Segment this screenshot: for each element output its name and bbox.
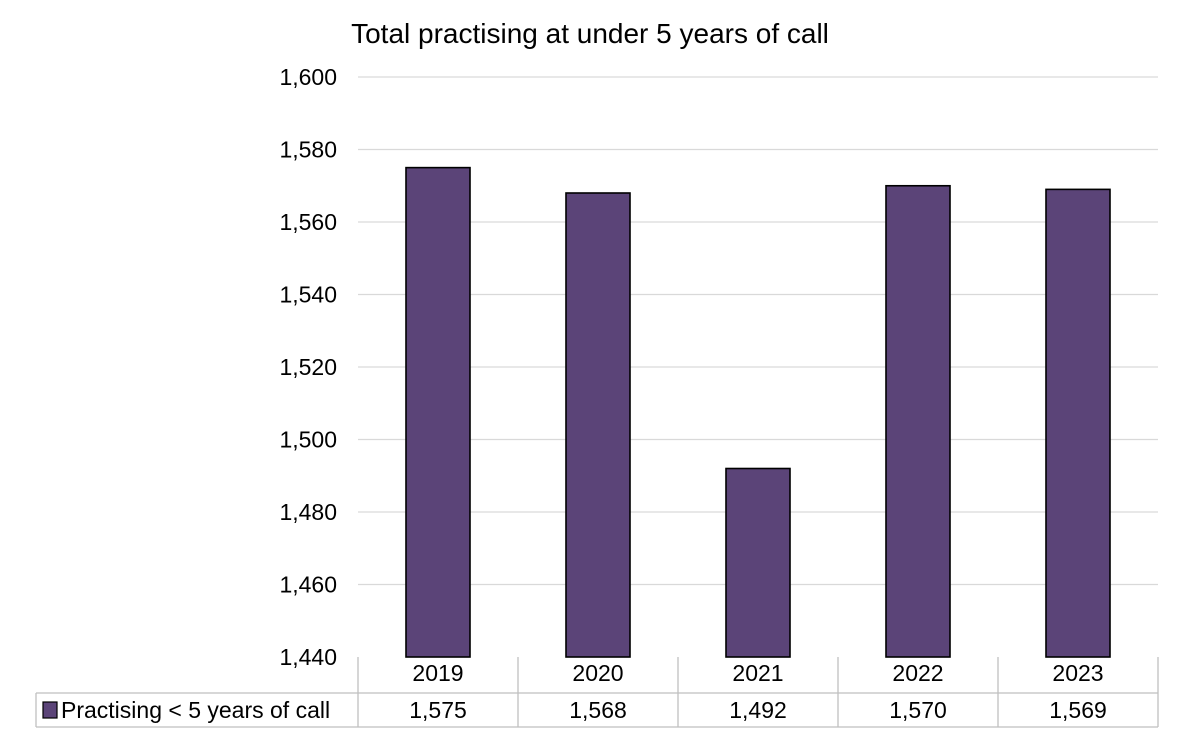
chart-title: Total practising at under 5 years of cal… (351, 18, 829, 49)
data-table: 2019 1,575 2020 1,568 2021 1,492 2022 1,570 2023… (35, 657, 1159, 728)
data-value-label: 1,492 (729, 697, 787, 723)
y-tick-label: 1,440 (279, 644, 337, 670)
y-tick-label: 1,460 (279, 572, 337, 598)
x-tick-label: 2021 (732, 660, 783, 686)
y-tick-label: 1,600 (279, 64, 337, 90)
legend-series-label: Practising < 5 years of call (61, 697, 330, 723)
bar-2023 (1045, 188, 1111, 658)
y-tick-label: 1,560 (279, 209, 337, 235)
data-value-label: 1,575 (409, 697, 467, 723)
y-tick-label: 1,480 (279, 499, 337, 525)
data-value-label: 1,568 (569, 697, 627, 723)
y-tick-label: 1,500 (279, 427, 337, 453)
bar-2022 (885, 184, 951, 658)
gridlines (358, 76, 1158, 586)
y-tick-label: 1,520 (279, 354, 337, 380)
bar-2020 (565, 192, 631, 658)
y-tick-label: 1,540 (279, 282, 337, 308)
x-tick-label: 2019 (412, 660, 463, 686)
x-tick-label: 2023 (1052, 660, 1103, 686)
data-value-label: 1,570 (889, 697, 947, 723)
y-axis: 1,440 1,460 1,480 1,500 1,520 1,540 1,560 1,580… (279, 64, 337, 670)
x-tick-label: 2020 (572, 660, 623, 686)
bar-2021 (725, 467, 791, 658)
x-tick-label: 2022 (892, 660, 943, 686)
bars (405, 166, 1111, 658)
y-tick-label: 1,580 (279, 137, 337, 163)
legend-swatch (42, 701, 58, 719)
bar-2019 (405, 166, 471, 658)
data-value-label: 1,569 (1049, 697, 1107, 723)
